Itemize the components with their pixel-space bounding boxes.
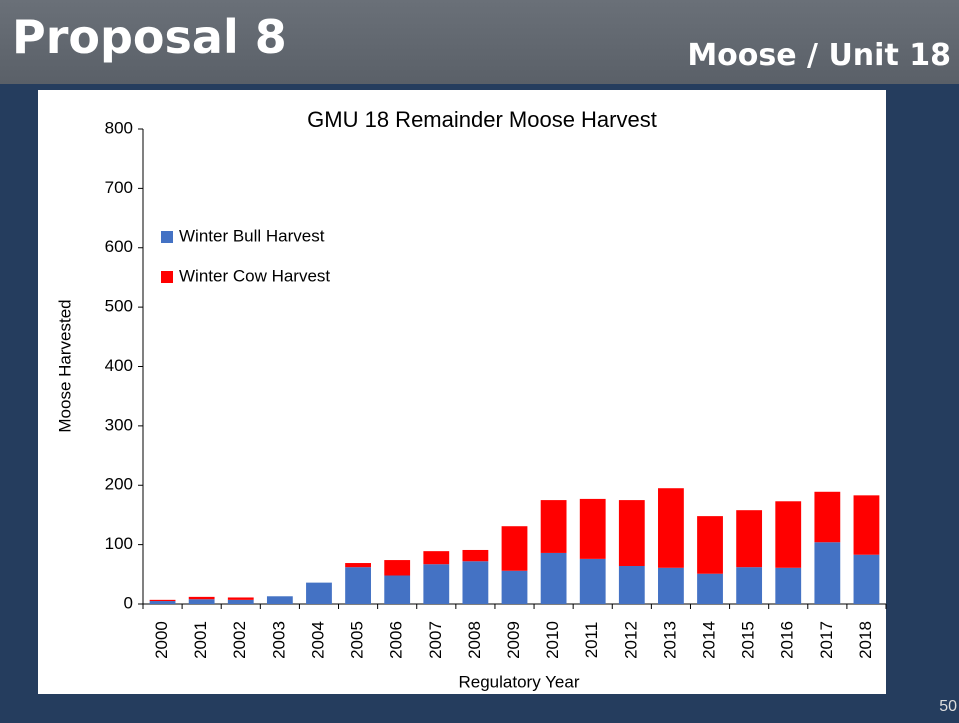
bar-segment bbox=[423, 551, 450, 565]
legend-swatch bbox=[161, 271, 173, 283]
y-tick-label: 300 bbox=[105, 415, 133, 434]
y-tick-label: 500 bbox=[105, 297, 133, 316]
y-tick-label: 600 bbox=[105, 237, 133, 256]
x-tick-label: 2008 bbox=[465, 621, 484, 659]
bar-segment bbox=[345, 567, 371, 604]
x-tick-label: 2010 bbox=[543, 621, 562, 659]
bar-segment bbox=[658, 567, 684, 604]
header-bar bbox=[0, 0, 959, 84]
slide-subtitle: Moose / Unit 18 bbox=[687, 38, 951, 73]
bar-segment bbox=[384, 575, 411, 604]
bar-segment bbox=[814, 542, 841, 604]
bar-segment bbox=[775, 567, 802, 604]
legend-swatch bbox=[161, 231, 173, 243]
x-tick-label: 2000 bbox=[152, 621, 171, 659]
bar-segment bbox=[658, 488, 684, 568]
bar-segment bbox=[188, 599, 215, 604]
x-tick-label: 2004 bbox=[308, 621, 327, 659]
bar-segment bbox=[814, 491, 841, 543]
x-tick-label: 2018 bbox=[856, 621, 875, 659]
x-tick-label: 2003 bbox=[269, 621, 288, 659]
x-tick-label: 2006 bbox=[387, 621, 406, 659]
x-tick-label: 2005 bbox=[348, 621, 367, 659]
y-tick-label: 100 bbox=[105, 534, 133, 553]
bar-segment bbox=[462, 561, 489, 604]
x-tick-label: 2011 bbox=[582, 622, 601, 659]
bar-segment bbox=[423, 564, 450, 604]
x-tick-label: 2016 bbox=[778, 621, 797, 659]
bar-segment bbox=[227, 599, 254, 604]
y-tick-label: 200 bbox=[105, 475, 133, 494]
y-axis-title: Moose Harvested bbox=[55, 299, 74, 432]
bar-segment bbox=[853, 495, 880, 555]
bar-segment bbox=[227, 597, 254, 600]
x-tick-label: 2002 bbox=[230, 621, 249, 659]
bar-segment bbox=[462, 549, 489, 562]
x-tick-label: 2009 bbox=[504, 621, 523, 659]
bar-segment bbox=[501, 526, 528, 571]
x-tick-label: 2012 bbox=[621, 621, 640, 659]
bar-segment bbox=[736, 510, 763, 568]
bar-segment bbox=[306, 582, 332, 604]
legend-label: Winter Bull Harvest bbox=[179, 226, 325, 245]
bar-segment bbox=[345, 563, 371, 568]
bar-segment bbox=[501, 570, 528, 604]
bar-segment bbox=[697, 573, 723, 604]
bar-segment bbox=[188, 596, 215, 600]
bar-segment bbox=[540, 552, 567, 604]
x-tick-label: 2015 bbox=[739, 621, 758, 659]
chart-title: GMU 18 Remainder Moose Harvest bbox=[307, 107, 657, 132]
y-tick-label: 700 bbox=[105, 178, 133, 197]
legend-label: Winter Cow Harvest bbox=[179, 266, 330, 285]
x-tick-label: 2017 bbox=[817, 621, 836, 659]
x-axis-title: Regulatory Year bbox=[459, 672, 580, 691]
bar-segment bbox=[384, 560, 411, 576]
page-number: 50 bbox=[939, 698, 957, 715]
bar-segment bbox=[618, 566, 645, 604]
bar-segment bbox=[149, 599, 176, 602]
bar-segment bbox=[618, 500, 645, 566]
bar-segment bbox=[149, 601, 176, 604]
x-tick-label: 2007 bbox=[426, 621, 445, 659]
bar-segment bbox=[736, 567, 763, 604]
y-tick-label: 800 bbox=[105, 118, 133, 137]
bar-segment bbox=[540, 500, 567, 553]
x-tick-label: 2001 bbox=[191, 621, 210, 659]
y-tick-label: 0 bbox=[124, 593, 133, 612]
bar-segment bbox=[775, 501, 802, 568]
bar-segment bbox=[697, 516, 723, 574]
bar-segment bbox=[579, 498, 606, 559]
x-tick-label: 2013 bbox=[660, 621, 679, 659]
slide-title: Proposal 8 bbox=[12, 10, 287, 64]
x-tick-label: 2014 bbox=[700, 621, 719, 659]
y-tick-label: 400 bbox=[105, 356, 133, 375]
bar-segment bbox=[266, 596, 293, 604]
bar-segment bbox=[579, 558, 606, 604]
bar-segment bbox=[853, 554, 880, 604]
